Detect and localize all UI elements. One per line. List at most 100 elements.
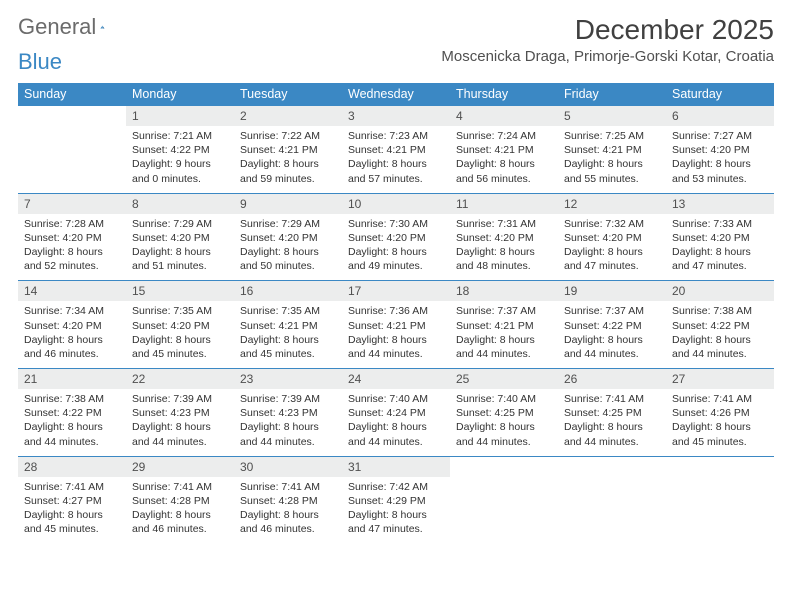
day-info: Sunrise: 7:42 AMSunset: 4:29 PMDaylight:… bbox=[342, 477, 450, 544]
day-number: 4 bbox=[450, 106, 558, 126]
sunset-text: Sunset: 4:25 PM bbox=[564, 406, 660, 420]
sunset-text: Sunset: 4:22 PM bbox=[564, 319, 660, 333]
calendar-day-cell: 12Sunrise: 7:32 AMSunset: 4:20 PMDayligh… bbox=[558, 193, 666, 281]
day-info: Sunrise: 7:41 AMSunset: 4:28 PMDaylight:… bbox=[234, 477, 342, 544]
day-info: Sunrise: 7:29 AMSunset: 4:20 PMDaylight:… bbox=[234, 214, 342, 281]
calendar-day-cell: 5Sunrise: 7:25 AMSunset: 4:21 PMDaylight… bbox=[558, 106, 666, 194]
sunrise-text: Sunrise: 7:40 AM bbox=[348, 392, 444, 406]
calendar-day-cell: 7Sunrise: 7:28 AMSunset: 4:20 PMDaylight… bbox=[18, 193, 126, 281]
day-info: Sunrise: 7:41 AMSunset: 4:28 PMDaylight:… bbox=[126, 477, 234, 544]
day-number bbox=[666, 457, 774, 477]
day-info: Sunrise: 7:35 AMSunset: 4:21 PMDaylight:… bbox=[234, 301, 342, 368]
sunrise-text: Sunrise: 7:41 AM bbox=[132, 480, 228, 494]
calendar-day-cell: 16Sunrise: 7:35 AMSunset: 4:21 PMDayligh… bbox=[234, 281, 342, 369]
calendar-day-cell: 10Sunrise: 7:30 AMSunset: 4:20 PMDayligh… bbox=[342, 193, 450, 281]
day-info: Sunrise: 7:37 AMSunset: 4:22 PMDaylight:… bbox=[558, 301, 666, 368]
sunrise-text: Sunrise: 7:37 AM bbox=[564, 304, 660, 318]
daylight-text: Daylight: 8 hours and 44 minutes. bbox=[672, 333, 768, 361]
daylight-text: Daylight: 8 hours and 45 minutes. bbox=[240, 333, 336, 361]
day-number: 3 bbox=[342, 106, 450, 126]
sunset-text: Sunset: 4:23 PM bbox=[132, 406, 228, 420]
sunset-text: Sunset: 4:20 PM bbox=[456, 231, 552, 245]
sunset-text: Sunset: 4:20 PM bbox=[672, 231, 768, 245]
calendar-day-cell: 31Sunrise: 7:42 AMSunset: 4:29 PMDayligh… bbox=[342, 456, 450, 543]
sunrise-text: Sunrise: 7:38 AM bbox=[24, 392, 120, 406]
day-number: 23 bbox=[234, 369, 342, 389]
sunset-text: Sunset: 4:26 PM bbox=[672, 406, 768, 420]
day-number: 17 bbox=[342, 281, 450, 301]
daylight-text: Daylight: 8 hours and 52 minutes. bbox=[24, 245, 120, 273]
calendar-day-cell: 9Sunrise: 7:29 AMSunset: 4:20 PMDaylight… bbox=[234, 193, 342, 281]
sunset-text: Sunset: 4:21 PM bbox=[240, 319, 336, 333]
day-number: 12 bbox=[558, 194, 666, 214]
day-number bbox=[558, 457, 666, 477]
logo-text-blue: Blue bbox=[18, 49, 62, 75]
day-number: 20 bbox=[666, 281, 774, 301]
sunset-text: Sunset: 4:22 PM bbox=[24, 406, 120, 420]
calendar-day-cell: 4Sunrise: 7:24 AMSunset: 4:21 PMDaylight… bbox=[450, 106, 558, 194]
daylight-text: Daylight: 8 hours and 59 minutes. bbox=[240, 157, 336, 185]
sunrise-text: Sunrise: 7:42 AM bbox=[348, 480, 444, 494]
day-number: 19 bbox=[558, 281, 666, 301]
calendar-day-cell: 27Sunrise: 7:41 AMSunset: 4:26 PMDayligh… bbox=[666, 369, 774, 457]
daylight-text: Daylight: 8 hours and 45 minutes. bbox=[672, 420, 768, 448]
day-info bbox=[558, 477, 666, 535]
calendar-day-cell: 24Sunrise: 7:40 AMSunset: 4:24 PMDayligh… bbox=[342, 369, 450, 457]
sunrise-text: Sunrise: 7:21 AM bbox=[132, 129, 228, 143]
calendar-week-row: 7Sunrise: 7:28 AMSunset: 4:20 PMDaylight… bbox=[18, 193, 774, 281]
day-info: Sunrise: 7:35 AMSunset: 4:20 PMDaylight:… bbox=[126, 301, 234, 368]
daylight-text: Daylight: 8 hours and 48 minutes. bbox=[456, 245, 552, 273]
day-number: 14 bbox=[18, 281, 126, 301]
sunset-text: Sunset: 4:20 PM bbox=[672, 143, 768, 157]
sunset-text: Sunset: 4:25 PM bbox=[456, 406, 552, 420]
sunrise-text: Sunrise: 7:30 AM bbox=[348, 217, 444, 231]
sunrise-text: Sunrise: 7:31 AM bbox=[456, 217, 552, 231]
day-number bbox=[450, 457, 558, 477]
daylight-text: Daylight: 8 hours and 47 minutes. bbox=[348, 508, 444, 536]
day-info: Sunrise: 7:27 AMSunset: 4:20 PMDaylight:… bbox=[666, 126, 774, 193]
daylight-text: Daylight: 8 hours and 44 minutes. bbox=[348, 420, 444, 448]
day-number: 30 bbox=[234, 457, 342, 477]
calendar-week-row: 14Sunrise: 7:34 AMSunset: 4:20 PMDayligh… bbox=[18, 281, 774, 369]
day-number: 26 bbox=[558, 369, 666, 389]
day-info: Sunrise: 7:39 AMSunset: 4:23 PMDaylight:… bbox=[126, 389, 234, 456]
sunset-text: Sunset: 4:20 PM bbox=[132, 319, 228, 333]
day-number: 28 bbox=[18, 457, 126, 477]
daylight-text: Daylight: 8 hours and 45 minutes. bbox=[24, 508, 120, 536]
day-info: Sunrise: 7:23 AMSunset: 4:21 PMDaylight:… bbox=[342, 126, 450, 193]
daylight-text: Daylight: 8 hours and 57 minutes. bbox=[348, 157, 444, 185]
day-number: 31 bbox=[342, 457, 450, 477]
daylight-text: Daylight: 8 hours and 44 minutes. bbox=[348, 333, 444, 361]
day-info: Sunrise: 7:21 AMSunset: 4:22 PMDaylight:… bbox=[126, 126, 234, 193]
sunrise-text: Sunrise: 7:25 AM bbox=[564, 129, 660, 143]
sunset-text: Sunset: 4:22 PM bbox=[132, 143, 228, 157]
daylight-text: Daylight: 8 hours and 51 minutes. bbox=[132, 245, 228, 273]
weekday-header: Sunday bbox=[18, 83, 126, 106]
calendar-day-cell: 25Sunrise: 7:40 AMSunset: 4:25 PMDayligh… bbox=[450, 369, 558, 457]
weekday-header: Monday bbox=[126, 83, 234, 106]
sunrise-text: Sunrise: 7:29 AM bbox=[240, 217, 336, 231]
sunrise-text: Sunrise: 7:38 AM bbox=[672, 304, 768, 318]
day-info: Sunrise: 7:41 AMSunset: 4:26 PMDaylight:… bbox=[666, 389, 774, 456]
day-number: 21 bbox=[18, 369, 126, 389]
day-number: 11 bbox=[450, 194, 558, 214]
sunset-text: Sunset: 4:21 PM bbox=[456, 319, 552, 333]
daylight-text: Daylight: 8 hours and 53 minutes. bbox=[672, 157, 768, 185]
sunset-text: Sunset: 4:21 PM bbox=[348, 319, 444, 333]
day-info: Sunrise: 7:39 AMSunset: 4:23 PMDaylight:… bbox=[234, 389, 342, 456]
daylight-text: Daylight: 8 hours and 46 minutes. bbox=[24, 333, 120, 361]
calendar-day-cell: 2Sunrise: 7:22 AMSunset: 4:21 PMDaylight… bbox=[234, 106, 342, 194]
sunset-text: Sunset: 4:24 PM bbox=[348, 406, 444, 420]
sunrise-text: Sunrise: 7:39 AM bbox=[240, 392, 336, 406]
calendar-table: Sunday Monday Tuesday Wednesday Thursday… bbox=[18, 83, 774, 543]
calendar-day-cell: 6Sunrise: 7:27 AMSunset: 4:20 PMDaylight… bbox=[666, 106, 774, 194]
calendar-day-cell: 21Sunrise: 7:38 AMSunset: 4:22 PMDayligh… bbox=[18, 369, 126, 457]
day-info: Sunrise: 7:40 AMSunset: 4:24 PMDaylight:… bbox=[342, 389, 450, 456]
day-number: 24 bbox=[342, 369, 450, 389]
sunrise-text: Sunrise: 7:27 AM bbox=[672, 129, 768, 143]
day-info: Sunrise: 7:30 AMSunset: 4:20 PMDaylight:… bbox=[342, 214, 450, 281]
day-info: Sunrise: 7:34 AMSunset: 4:20 PMDaylight:… bbox=[18, 301, 126, 368]
sunrise-text: Sunrise: 7:35 AM bbox=[132, 304, 228, 318]
daylight-text: Daylight: 8 hours and 47 minutes. bbox=[564, 245, 660, 273]
daylight-text: Daylight: 8 hours and 44 minutes. bbox=[564, 333, 660, 361]
